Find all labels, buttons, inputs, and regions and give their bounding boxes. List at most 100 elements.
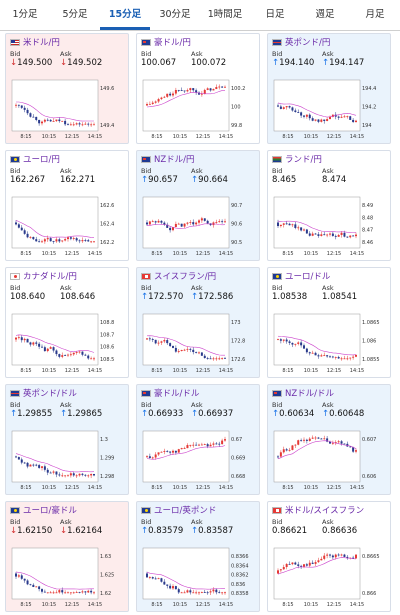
tab-0[interactable]: 1分足: [12, 9, 38, 20]
candle-body: [317, 119, 320, 122]
candlestick-chart[interactable]: 149.6 149.4 8:15 10:15 12:15 14:15: [10, 78, 125, 141]
candle-body: [177, 223, 180, 225]
candle-body: [343, 443, 346, 445]
x-tick-label: 8:15: [151, 602, 162, 608]
candle-body: [329, 233, 331, 235]
candle-body: [172, 93, 174, 96]
currency-card[interactable]: ランド/円 Bid Ask 8.465 8.474 8.49 8.48 8.47 8.46 8:1…: [267, 150, 391, 261]
pair-name[interactable]: カナダドル/円: [23, 272, 77, 282]
candlestick-chart[interactable]: 0.67 0.669 0.668 8:15 10:15 12:15 14:15: [141, 429, 256, 492]
candle-body: [291, 224, 294, 226]
pair-name[interactable]: ユーロ/円: [23, 155, 60, 165]
x-tick-label: 12:15: [65, 602, 79, 608]
candle-body: [169, 451, 172, 453]
bid-label: Bid: [272, 284, 283, 292]
candlestick-chart[interactable]: 100.2 100 99.8 8:15 10:15 12:15 14:15: [141, 78, 256, 141]
candle-body: [305, 114, 308, 117]
x-tick-label: 12:15: [196, 602, 210, 608]
candle-body: [146, 573, 148, 578]
currency-card[interactable]: 米ドル/スイスフラン Bid Ask 0.86621 0.86636 0.8665 0.86…: [267, 501, 391, 612]
ask-label: Ask: [191, 50, 203, 58]
candle-body: [311, 118, 314, 121]
candle-body: [180, 349, 183, 352]
candlestick-chart[interactable]: 1.63 1.625 1.62 8:15 10:15 12:15 14:15: [10, 546, 125, 609]
candle-body: [87, 123, 90, 125]
candlestick-chart[interactable]: 1.3 1.299 1.298 8:15 10:15 12:15 14:15: [10, 429, 125, 492]
y-tick-label: 1.298: [100, 474, 114, 480]
tab-6[interactable]: 週足: [315, 9, 335, 20]
pair-name[interactable]: ユーロ/英ポンド: [154, 506, 217, 516]
candlestick-chart[interactable]: 8.49 8.48 8.47 8.46 8:15 10:15 12:15 14:15: [272, 195, 387, 258]
candlestick-chart[interactable]: 108.8 108.7 108.6 108.5 8:15 10:15 12:15 14:15: [10, 312, 125, 375]
pair-name[interactable]: NZドル/円: [154, 155, 195, 165]
candle-body: [279, 224, 282, 227]
currency-card[interactable]: 英ポンド/円 Bid Ask ↑194.140 ↑194.147 194.4 194.2 19…: [267, 33, 391, 144]
x-tick-label: 8:15: [282, 251, 293, 257]
pair-name[interactable]: ユーロ/ドル: [285, 272, 331, 282]
candle-body: [23, 578, 26, 581]
candle-body: [38, 343, 41, 347]
tab-3[interactable]: 30分足: [159, 9, 191, 20]
candle-body: [209, 358, 212, 360]
candle-body: [26, 338, 29, 343]
candle-body: [288, 563, 291, 565]
candle-body: [148, 103, 151, 105]
tab-7[interactable]: 月足: [365, 9, 385, 20]
candle-body: [160, 341, 163, 343]
x-tick-label: 10:15: [304, 251, 318, 257]
candlestick-chart[interactable]: 0.8665 0.866 8:15 10:15 12:15 14:15: [272, 546, 387, 609]
pair-name[interactable]: 英ポンド/円: [285, 38, 331, 48]
flag-icon: [141, 155, 151, 163]
pair-name[interactable]: 豪ドル/ドル: [154, 389, 200, 399]
y-tick-label: 90.5: [231, 240, 242, 246]
candlestick-chart[interactable]: 90.7 90.6 90.5 8:15 10:15 12:15 14:15: [141, 195, 256, 258]
candle-body: [221, 357, 224, 359]
pair-name[interactable]: 豪ドル/円: [154, 38, 191, 48]
candle-body: [148, 577, 151, 578]
candle-body: [69, 354, 72, 356]
candlestick-chart[interactable]: 194.4 194.2 194 8:15 10:15 12:15 14:15: [272, 78, 387, 141]
currency-card[interactable]: ユーロ/豪ドル Bid Ask ↓1.62150 ↓1.62164 1.63 1.625 1.…: [5, 501, 129, 612]
candle-body: [15, 104, 17, 106]
candlestick-chart[interactable]: 0.8366 0.8364 0.8362 0.836 0.8358 8:15 10:15 12…: [141, 546, 256, 609]
ask-label: Ask: [191, 518, 203, 526]
candle-body: [58, 354, 61, 357]
candle-body: [26, 580, 29, 585]
pair-name[interactable]: 米ドル/スイスフラン: [285, 506, 365, 516]
ask-value: ↑1.29865: [60, 409, 110, 420]
candle-body: [192, 349, 195, 353]
currency-card[interactable]: 豪ドル/ドル Bid Ask ↑0.66933 ↑0.66937 0.67 0.669 0.6…: [136, 384, 260, 495]
candle-body: [224, 592, 226, 594]
currency-card[interactable]: ユーロ/ドル Bid Ask 1.08538 1.08541 1.0865 1.086 1.0…: [267, 267, 391, 378]
pair-name[interactable]: ランド/円: [285, 155, 322, 165]
tab-4[interactable]: 1時間足: [207, 9, 243, 20]
ask-price: 172.586: [198, 292, 234, 302]
candlestick-chart[interactable]: 162.6 162.4 162.2 8:15 10:15 12:15 14:15: [10, 195, 125, 258]
pair-name[interactable]: スイスフラン/円: [154, 272, 217, 282]
pair-name[interactable]: 米ドル/円: [23, 38, 60, 48]
y-tick-label: 1.3: [100, 437, 108, 443]
currency-card[interactable]: 米ドル/円 Bid Ask ↓149.500 ↓149.502 149.6 149.4 8:1…: [5, 33, 129, 144]
tab-1[interactable]: 5分足: [62, 9, 88, 20]
pair-name[interactable]: NZドル/ドル: [285, 389, 335, 399]
candlestick-chart[interactable]: 173 172.8 172.6 8:15 10:15 12:15 14:15: [141, 312, 256, 375]
currency-card[interactable]: スイスフラン/円 Bid Ask ↑172.570 ↑172.586 173 172.8 17…: [136, 267, 260, 378]
tab-2[interactable]: 15分足: [100, 0, 150, 30]
pair-name[interactable]: ユーロ/豪ドル: [23, 506, 77, 516]
currency-card[interactable]: ユーロ/円 Bid Ask 162.267 162.271 162.6 162.4 162.2…: [5, 150, 129, 261]
chart-frame: [11, 547, 99, 600]
currency-card[interactable]: NZドル/円 Bid Ask ↑90.657 ↑90.664 90.7 90.6 90.5 8:…: [136, 150, 260, 261]
currency-card[interactable]: NZドル/ドル Bid Ask ↑0.60634 ↑0.60648 0.607 0.606 8…: [267, 384, 391, 495]
candlestick-chart[interactable]: 0.607 0.606 8:15 10:15 12:15 14:15: [272, 429, 387, 492]
currency-card[interactable]: ユーロ/英ポンド Bid Ask ↑0.83579 ↑0.83587 0.8366 0.83…: [136, 501, 260, 612]
candle-body: [177, 351, 180, 352]
currency-card[interactable]: 豪ドル/円 Bid Ask 100.067 100.072 100.2 100 99.8 8:1…: [136, 33, 260, 144]
x-tick-label: 14:15: [219, 485, 233, 491]
candle-body: [78, 123, 81, 125]
candlestick-chart[interactable]: 1.0865 1.086 1.0855 8:15 10:15 12:15 14:15: [272, 312, 387, 375]
currency-card[interactable]: 英ポンド/ドル Bid Ask ↑1.29855 ↑1.29865 1.3 1.299 1.2…: [5, 384, 129, 495]
pair-name[interactable]: 英ポンド/ドル: [23, 389, 77, 399]
currency-card[interactable]: カナダドル/円 Bid Ask 108.640 108.646 108.8 108.7 108…: [5, 267, 129, 378]
tab-5[interactable]: 日足: [265, 9, 285, 20]
candle-body: [303, 439, 305, 441]
